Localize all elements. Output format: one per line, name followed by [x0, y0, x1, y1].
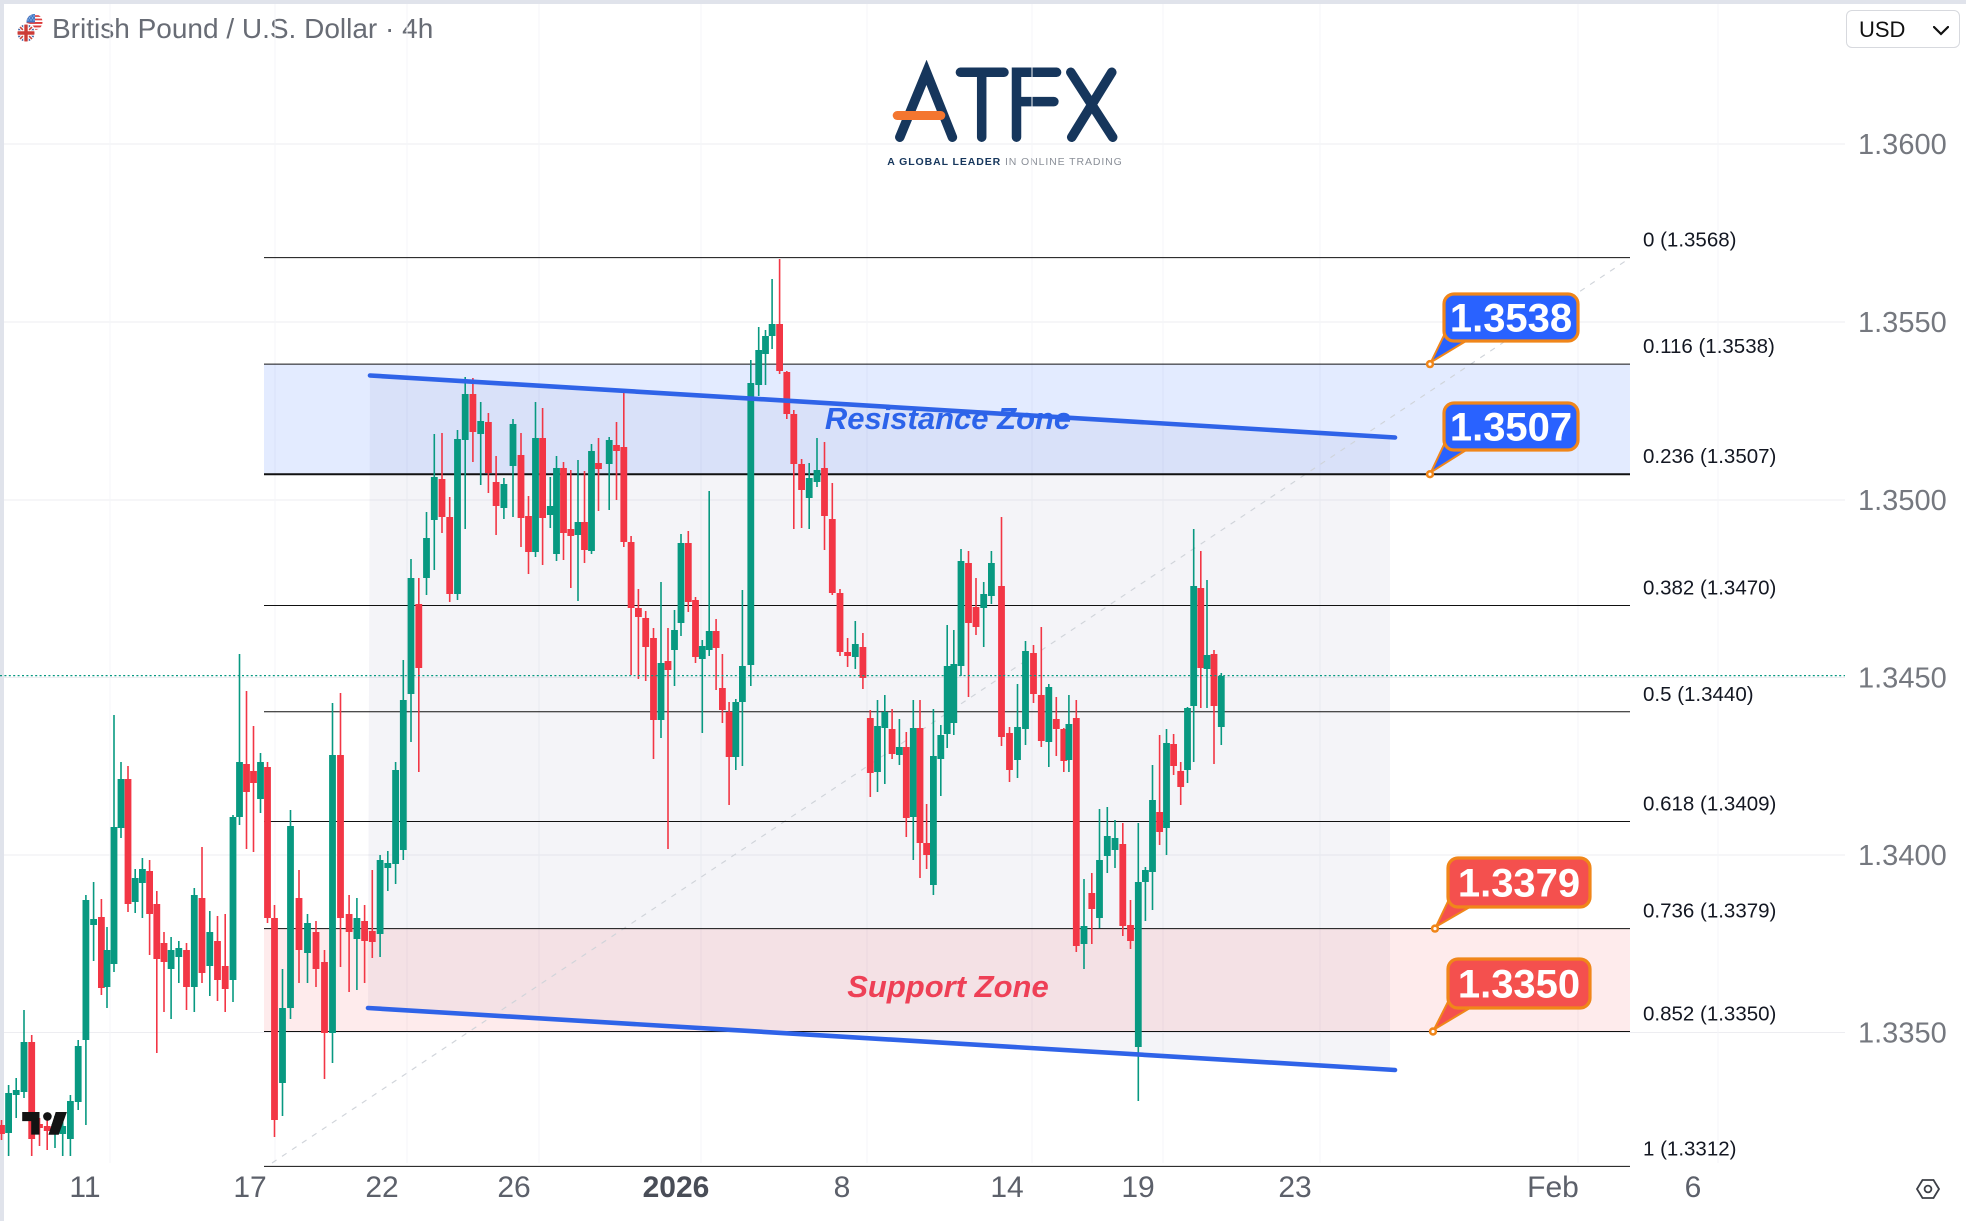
svg-text:1.3500: 1.3500: [1858, 485, 1947, 517]
svg-text:0.382 (1.3470): 0.382 (1.3470): [1643, 577, 1776, 600]
svg-text:17: 17: [233, 1171, 266, 1204]
svg-text:1.3350: 1.3350: [1458, 963, 1580, 1007]
svg-text:19: 19: [1121, 1171, 1154, 1204]
svg-text:22: 22: [365, 1171, 398, 1204]
svg-text:1.3450: 1.3450: [1858, 663, 1947, 695]
svg-text:1.3538: 1.3538: [1450, 297, 1572, 341]
svg-text:0.618 (1.3409): 0.618 (1.3409): [1643, 793, 1776, 816]
svg-text:2026: 2026: [643, 1171, 710, 1204]
svg-text:26: 26: [497, 1171, 530, 1204]
svg-text:Support Zone: Support Zone: [847, 969, 1048, 1004]
svg-text:6: 6: [1685, 1171, 1702, 1204]
svg-text:23: 23: [1278, 1171, 1311, 1204]
svg-text:14: 14: [990, 1171, 1023, 1204]
svg-text:1.3507: 1.3507: [1450, 406, 1572, 450]
svg-text:1.3600: 1.3600: [1858, 129, 1947, 161]
svg-text:11: 11: [69, 1171, 100, 1204]
svg-text:0.736 (1.3379): 0.736 (1.3379): [1643, 900, 1776, 923]
svg-text:Resistance Zone: Resistance Zone: [825, 401, 1071, 436]
svg-text:1.3550: 1.3550: [1858, 307, 1947, 339]
svg-text:Feb: Feb: [1527, 1171, 1579, 1204]
svg-text:1 (1.3312): 1 (1.3312): [1643, 1137, 1736, 1160]
svg-text:0.236 (1.3507): 0.236 (1.3507): [1643, 445, 1776, 468]
svg-text:0.116 (1.3538): 0.116 (1.3538): [1643, 335, 1775, 358]
svg-text:0.852 (1.3350): 0.852 (1.3350): [1643, 1003, 1776, 1026]
svg-text:1.3379: 1.3379: [1458, 862, 1580, 906]
svg-text:0 (1.3568): 0 (1.3568): [1643, 229, 1736, 252]
svg-text:1.3400: 1.3400: [1858, 840, 1947, 872]
svg-text:8: 8: [834, 1171, 851, 1204]
svg-text:0.5 (1.3440): 0.5 (1.3440): [1643, 683, 1754, 706]
svg-text:1.3350: 1.3350: [1858, 1018, 1947, 1050]
